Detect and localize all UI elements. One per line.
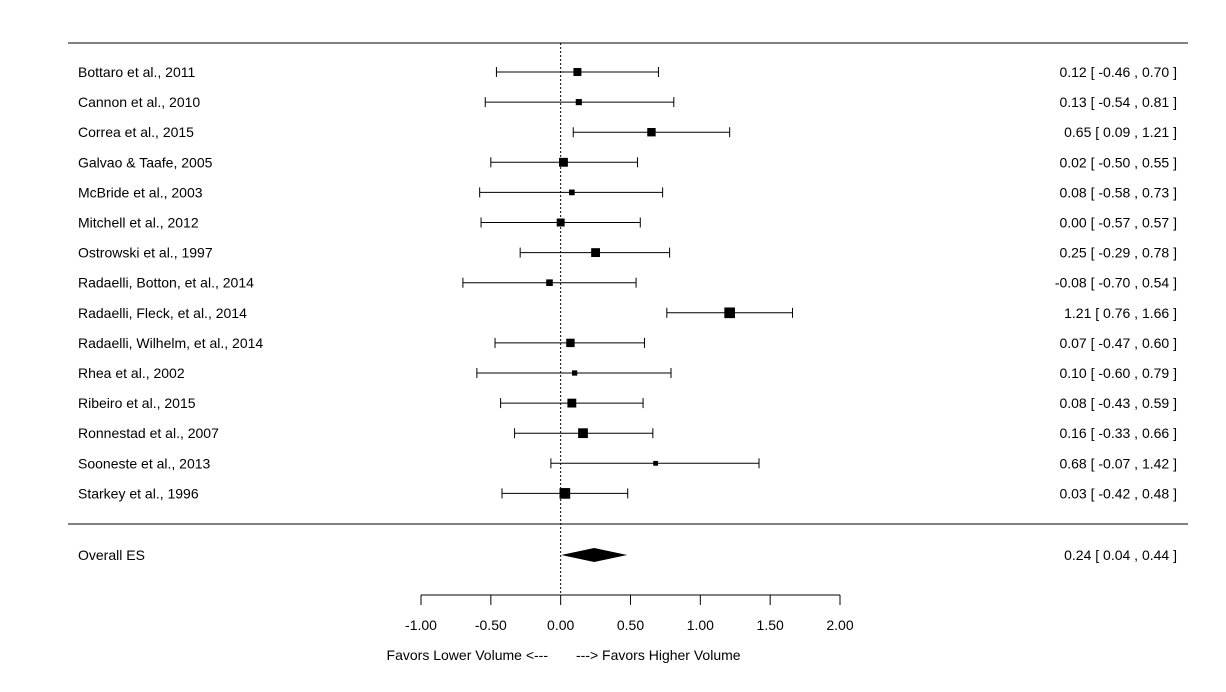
effect-size-marker — [567, 398, 577, 408]
ci-value-text: 0.02 [ -0.50 , 0.55 ] — [1059, 154, 1177, 170]
effect-size-marker — [724, 307, 735, 319]
study-label: Radaelli, Botton, et al., 2014 — [78, 275, 254, 291]
study-label: Bottaro et al., 2011 — [78, 64, 195, 80]
ci-value-text: 0.16 [ -0.33 , 0.66 ] — [1059, 425, 1177, 441]
effect-size-marker — [575, 99, 582, 106]
effect-size-marker — [566, 338, 575, 348]
study-label: Ostrowski et al., 1997 — [78, 245, 213, 261]
study-row: Radaelli, Botton, et al., 2014 -0.08 [ -0… — [78, 275, 1177, 291]
overall-label: Overall ES — [78, 547, 145, 563]
study-label: Cannon et al., 2010 — [78, 94, 200, 110]
study-row: Cannon et al., 2010 0.13 [ -0.54 , 0.81 ] — [78, 94, 1177, 110]
study-row: Bottaro et al., 2011 0.12 [ -0.46 , 0.70 … — [78, 64, 1177, 80]
study-rows: Bottaro et al., 2011 0.12 [ -0.46 , 0.70 … — [78, 64, 1177, 501]
x-tick-label: -1.00 — [405, 617, 437, 633]
effect-size-marker — [546, 279, 553, 286]
x-tick-label: 2.00 — [826, 617, 853, 633]
study-row: McBride et al., 2003 0.08 [ -0.58 , 0.73 … — [78, 184, 1177, 200]
study-row: Radaelli, Wilhelm, et al., 2014 0.07 [ -0… — [78, 335, 1177, 351]
ci-value-text: 0.03 [ -0.42 , 0.48 ] — [1059, 485, 1177, 501]
study-row: Rhea et al., 2002 0.10 [ -0.60 , 0.79 ] — [78, 365, 1177, 381]
ci-value-text: 0.25 [ -0.29 , 0.78 ] — [1059, 245, 1177, 261]
study-row: Ostrowski et al., 1997 0.25 [ -0.29 , 0.7… — [78, 245, 1177, 261]
effect-size-marker — [572, 370, 578, 376]
x-tick-label: 1.00 — [687, 617, 714, 633]
ci-value-text: -0.08 [ -0.70 , 0.54 ] — [1055, 275, 1177, 291]
effect-size-marker — [591, 248, 601, 258]
ci-value-text: 0.68 [ -0.07 , 1.42 ] — [1059, 455, 1177, 471]
study-label: Sooneste et al., 2013 — [78, 455, 211, 471]
effect-size-marker — [568, 189, 575, 196]
overall-row: Overall ES 0.24 [ 0.04 , 0.44 ] — [78, 547, 1177, 563]
x-tick-label: 0.50 — [617, 617, 644, 633]
effect-size-marker — [559, 157, 568, 167]
effect-size-marker — [653, 460, 659, 466]
study-label: Radaelli, Wilhelm, et al., 2014 — [78, 335, 263, 351]
x-tick-label: 1.50 — [757, 617, 784, 633]
ci-value-text: 0.00 [ -0.57 , 0.57 ] — [1059, 215, 1177, 231]
study-row: Galvao & Taafe, 2005 0.02 [ -0.50 , 0.55 … — [78, 154, 1177, 170]
study-row: Ribeiro et al., 2015 0.08 [ -0.43 , 0.59 … — [78, 395, 1177, 411]
x-tick-label: -0.50 — [475, 617, 507, 633]
study-label: Ronnestad et al., 2007 — [78, 425, 219, 441]
study-label: Galvao & Taafe, 2005 — [78, 154, 213, 170]
ci-value-text: 0.12 [ -0.46 , 0.70 ] — [1059, 64, 1177, 80]
x-tick-label: 0.00 — [547, 617, 574, 633]
study-label: McBride et al., 2003 — [78, 184, 203, 200]
study-row: Mitchell et al., 2012 0.00 [ -0.57 , 0.57… — [78, 215, 1177, 231]
xlabel-left: Favors Lower Volume <--- — [387, 647, 549, 663]
study-row: Radaelli, Fleck, et al., 2014 1.21 [ 0.76… — [78, 305, 1177, 321]
study-row: Correa et al., 2015 0.65 [ 0.09 , 1.21 ] — [78, 124, 1177, 140]
study-label: Correa et al., 2015 — [78, 124, 194, 140]
study-label: Ribeiro et al., 2015 — [78, 395, 196, 411]
ci-value-text: 0.08 [ -0.43 , 0.59 ] — [1059, 395, 1177, 411]
ci-value-text: 1.21 [ 0.76 , 1.66 ] — [1064, 305, 1177, 321]
overall-ci-text: 0.24 [ 0.04 , 0.44 ] — [1064, 547, 1177, 563]
overall-diamond — [561, 548, 628, 562]
effect-size-marker — [559, 488, 571, 499]
ci-value-text: 0.07 [ -0.47 , 0.60 ] — [1059, 335, 1177, 351]
ci-value-text: 0.65 [ 0.09 , 1.21 ] — [1064, 124, 1177, 140]
study-label: Radaelli, Fleck, et al., 2014 — [78, 305, 247, 321]
effect-size-marker — [573, 68, 582, 76]
xlabel-right: ---> Favors Higher Volume — [576, 647, 741, 663]
study-label: Mitchell et al., 2012 — [78, 215, 199, 231]
x-axis: -1.00 -0.50 0.00 0.50 1.00 1.50 2.00 — [405, 594, 854, 633]
ci-value-text: 0.13 [ -0.54 , 0.81 ] — [1059, 94, 1177, 110]
ci-value-text: 0.08 [ -0.58 , 0.73 ] — [1059, 184, 1177, 200]
study-row: Starkey et al., 1996 0.03 [ -0.42 , 0.48 … — [78, 485, 1177, 501]
effect-size-marker — [556, 218, 565, 227]
study-row: Ronnestad et al., 2007 0.16 [ -0.33 , 0.6… — [78, 425, 1177, 441]
study-label: Rhea et al., 2002 — [78, 365, 185, 381]
study-label: Starkey et al., 1996 — [78, 485, 199, 501]
study-row: Sooneste et al., 2013 0.68 [ -0.07 , 1.42… — [78, 455, 1177, 471]
effect-size-marker — [647, 128, 656, 137]
effect-size-marker — [578, 428, 588, 439]
ci-value-text: 0.10 [ -0.60 , 0.79 ] — [1059, 365, 1177, 381]
